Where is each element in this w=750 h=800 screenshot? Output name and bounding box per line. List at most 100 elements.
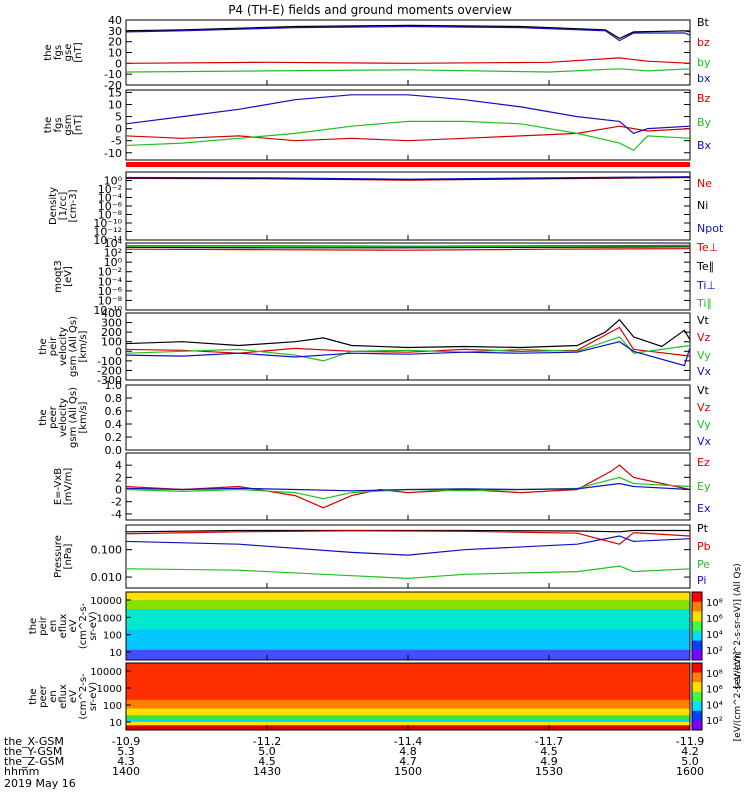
y-tick-label: 5: [115, 111, 122, 124]
y-tick-label: 0.4: [105, 418, 123, 431]
series-line-Ex: [125, 482, 691, 492]
series-line-Vy: [125, 336, 691, 362]
peir_spectrogram-ylabel-line: eflux: [58, 614, 69, 639]
y-tick-label: 0.010: [91, 571, 123, 584]
peir_velocity-ylabel-line: velocity: [58, 327, 69, 366]
y-tick-label: 1.0: [105, 379, 123, 392]
spectrogram-band: [126, 699, 690, 710]
series-line-Vx: [125, 341, 691, 367]
x-axis-tick-label: 1430: [253, 765, 281, 778]
x-axis-tick-label: 4.9: [540, 755, 558, 768]
y-tick-label: 10⁻¹⁰: [93, 304, 122, 317]
x-axis-tick-label: -11.9: [676, 735, 704, 748]
x-axis-tick-label: 1500: [394, 765, 422, 778]
y-tick-label: 0.8: [105, 392, 123, 405]
y-tick-label: 10⁰: [104, 175, 123, 188]
x-axis-tick-label: 4.3: [117, 755, 135, 768]
legend-entry: Bz: [697, 92, 711, 105]
series-line-bx: [125, 25, 691, 42]
x-axis-row-label: the_Z-GSM: [4, 755, 64, 768]
spectrogram-band: [126, 663, 690, 701]
x-axis-tick-label: 4.8: [399, 745, 417, 758]
colorbar-label: [eV/(cm^2-s-sr-eV)]: [733, 652, 743, 742]
legend-entry: Npot: [697, 222, 724, 235]
y-tick-label: -20: [104, 79, 122, 92]
peir_velocity-ylabel-line: [km/s]: [78, 330, 89, 362]
colorbar-label: [eV/(cm^2-s-sr-eV)] (All Qs): [733, 563, 743, 688]
y-tick-label: -4: [111, 508, 122, 521]
spectrogram-band: [126, 592, 690, 601]
flag-bar: [126, 162, 690, 167]
spectrogram-band: [126, 719, 690, 723]
spectrogram-band: [126, 715, 690, 720]
y-tick-label: 1000: [97, 613, 122, 624]
pressure-ylabel-line: [nPa]: [63, 543, 74, 569]
legend-entry: Vx: [697, 365, 712, 378]
spectrogram-band: [126, 708, 690, 716]
y-tick-label: 100: [101, 336, 122, 349]
spectrogram-band: [126, 721, 690, 726]
legend-entry: Vt: [697, 384, 710, 397]
colorbar-tick-label: 10⁶: [706, 614, 723, 625]
y-tick-label: 10⁻⁴: [98, 192, 123, 205]
y-tick-label: 10⁻⁴: [98, 275, 123, 288]
x-axis-tick-label: -11.4: [394, 735, 422, 748]
panel-pressure: 0.100 0.010 Pt Pb Pe Pi Pressure [nPa]: [53, 522, 711, 589]
peer_velocity-ylabel-line: gsm (All Qs): [68, 387, 79, 448]
colorbar-tick-label: 10⁴: [706, 630, 723, 641]
peir_spectrogram-ylabel-line: sr-eV): [88, 611, 99, 640]
x-axis-tick-label: 1600: [676, 765, 704, 778]
y-tick-label: -100: [97, 355, 122, 368]
y-tick-label: 10⁻⁸: [98, 294, 123, 307]
y-tick-label: 10⁴: [104, 237, 123, 250]
legend-entry: Ne: [697, 177, 712, 190]
colorbar-segment: [692, 710, 702, 721]
fgs_gse-ylabel-line: gse: [63, 44, 74, 62]
peer_spectrogram-ylabel-line: the: [28, 688, 39, 704]
panel-frame: [125, 452, 691, 521]
fgs_gsm-ylabel-line: gsm: [63, 114, 74, 135]
y-tick-label: 2: [115, 471, 122, 484]
peir_spectrogram-ylabel-line: the: [28, 618, 39, 634]
series-line-Npot: [125, 176, 691, 180]
x-axis-row-label: hhmm: [4, 765, 39, 778]
legend-entry: Vy: [697, 418, 711, 431]
colorbar-segment: [692, 621, 702, 632]
x-axis-tick-label: 1530: [535, 765, 563, 778]
legend-entry: Ti⊥: [696, 279, 716, 292]
legend-entry: Vz: [697, 401, 711, 414]
series-line-Bt: [125, 24, 691, 40]
colorbar-segment: [692, 650, 702, 661]
panel-frame: [125, 242, 691, 311]
legend-entry: Pi: [697, 574, 706, 587]
density-ylabel-line: Density: [48, 187, 59, 225]
series-line-Pe: [125, 565, 691, 580]
plot-title: P4 (TH-E) fields and ground moments over…: [228, 3, 512, 17]
y-tick-label: 0.0: [105, 444, 123, 457]
peir_velocity-ylabel-line: peir: [48, 336, 59, 356]
peir_spectrogram-ylabel-line: peir: [38, 615, 49, 635]
y-tick-label: 10⁻⁶: [98, 285, 123, 298]
y-tick-label: 10⁻⁶: [98, 200, 123, 213]
legend-entry: By: [697, 116, 712, 129]
fgs_gsm-ylabel-line: the: [43, 117, 54, 133]
y-tick-label: 15: [108, 86, 122, 99]
temperature-ylabel-line: [eV]: [63, 266, 74, 287]
fgs_gse-ylabel-line: fgs: [53, 45, 64, 60]
legend-entry: Ni: [697, 199, 708, 212]
y-tick-label: 1000: [97, 684, 122, 695]
legend-entry: Ex: [697, 502, 711, 515]
colorbar-tick-label: 10²: [706, 646, 723, 657]
density-ylabel-line: [cm-3]: [68, 189, 79, 222]
y-tick-label: 4: [115, 459, 122, 472]
panel-frame: [125, 312, 691, 381]
x-axis-tick-label: 4.5: [258, 755, 276, 768]
legend-entry: Vx: [697, 435, 712, 448]
colorbar-segment: [692, 691, 702, 702]
y-tick-label: -2: [111, 496, 122, 509]
peer_velocity-ylabel-line: peer: [48, 405, 59, 429]
